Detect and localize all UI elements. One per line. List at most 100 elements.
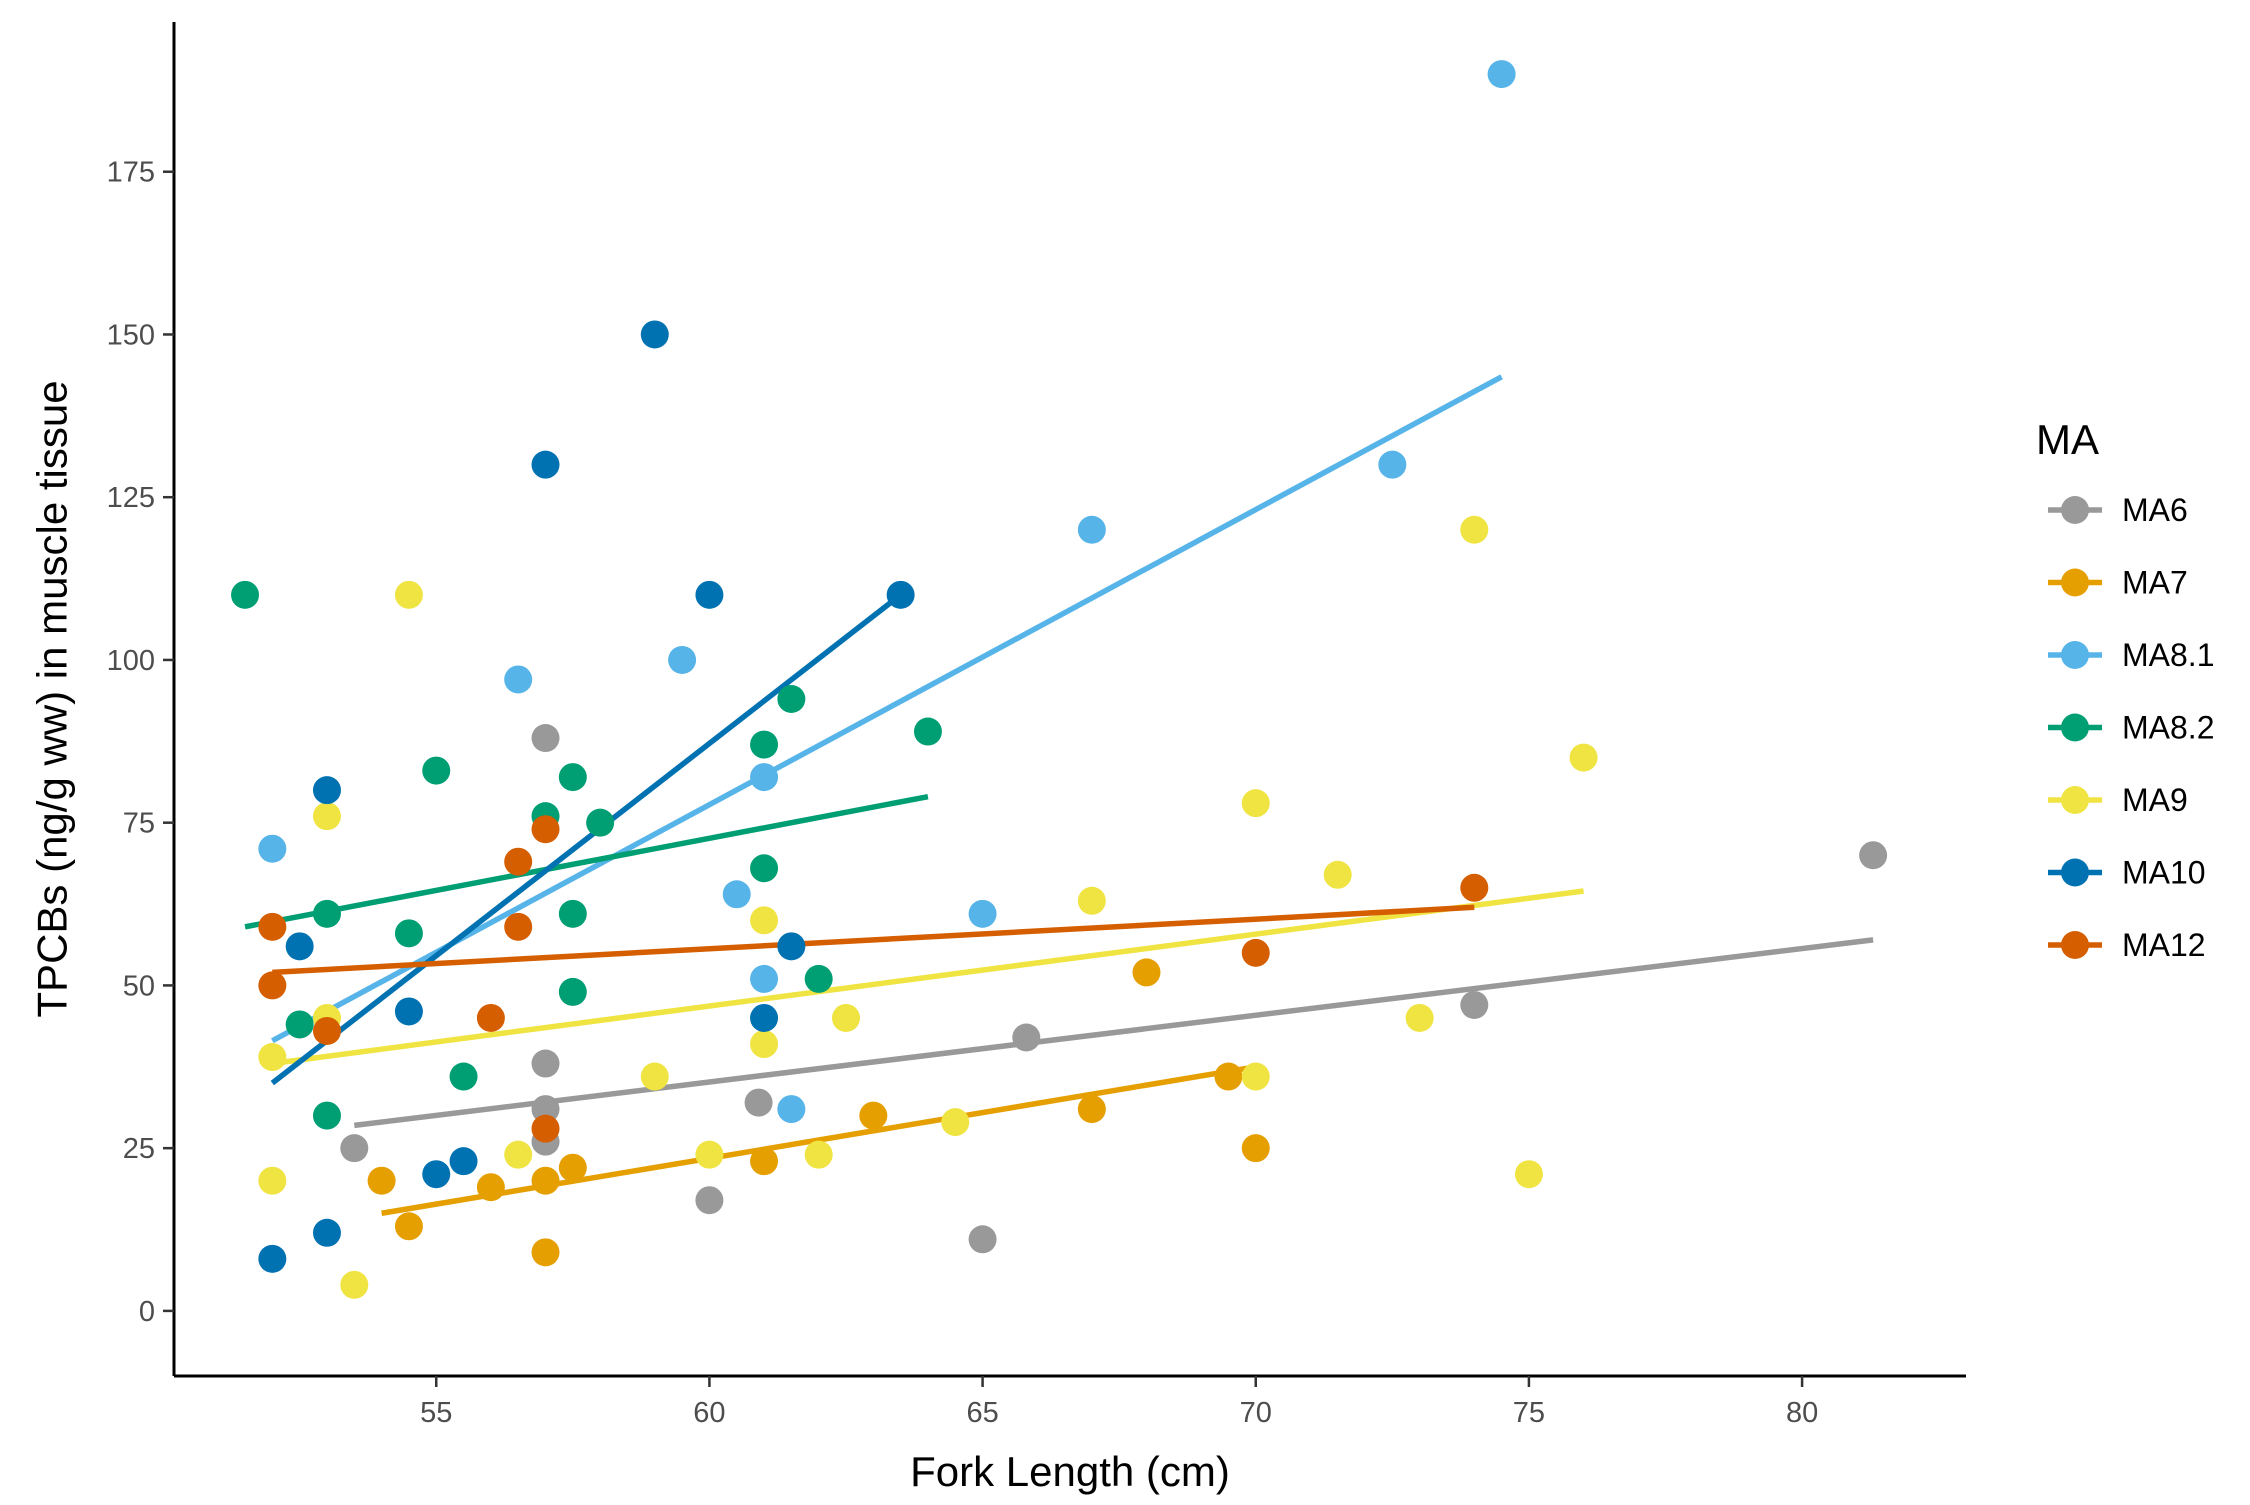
- data-point-ma8-1: [668, 645, 697, 674]
- trend-lines: [244, 374, 1874, 1216]
- data-point-ma8-1: [504, 665, 533, 694]
- data-point-ma10: [258, 1244, 287, 1273]
- data-point-ma8-1: [777, 1095, 806, 1124]
- y-tick-label: 150: [107, 319, 155, 351]
- data-point-ma8-2: [558, 763, 587, 792]
- data-point-ma9: [1405, 1003, 1434, 1032]
- data-point-ma6: [1859, 841, 1888, 870]
- data-point-ma12: [504, 912, 533, 941]
- data-point-ma7: [859, 1101, 888, 1130]
- data-point-ma10: [394, 997, 423, 1026]
- legend-key-point-ma7: [2061, 568, 2089, 597]
- data-point-ma7: [558, 1153, 587, 1182]
- legend-label-ma12: MA12: [2122, 927, 2206, 963]
- data-point-ma6: [744, 1088, 773, 1117]
- legend-label-ma7: MA7: [2122, 565, 2188, 601]
- data-point-ma7: [531, 1166, 560, 1195]
- y-tick-label: 100: [107, 645, 155, 677]
- data-point-ma9: [750, 906, 779, 935]
- data-point-ma10: [422, 1160, 451, 1189]
- y-tick-label: 75: [123, 808, 155, 840]
- data-point-ma12: [476, 1003, 505, 1032]
- data-point-ma7: [1077, 1095, 1106, 1124]
- data-point-ma9: [1077, 886, 1106, 915]
- data-point-ma10: [449, 1147, 478, 1176]
- data-point-ma10: [695, 580, 724, 609]
- x-tick-label: 65: [966, 1397, 998, 1429]
- data-point-ma9: [1241, 1062, 1270, 1091]
- data-point-ma10: [886, 580, 915, 609]
- data-point-ma8-1: [750, 763, 779, 792]
- data-point-ma12: [258, 971, 287, 1000]
- data-point-ma8-2: [913, 717, 942, 746]
- data-point-ma12: [1460, 873, 1489, 902]
- legend-label-ma8-1: MA8.1: [2122, 637, 2214, 673]
- data-point-ma8-1: [258, 834, 287, 863]
- data-point-ma8-1: [1487, 60, 1516, 89]
- data-point-ma6: [968, 1225, 997, 1254]
- trend-line-ma9: [271, 888, 1584, 1067]
- data-point-ma12: [504, 847, 533, 876]
- data-point-ma8-1: [722, 880, 751, 909]
- data-point-ma7: [476, 1173, 505, 1202]
- data-point-ma9: [258, 1166, 287, 1195]
- data-point-ma7: [1241, 1134, 1270, 1163]
- axis-ticks: 55 60 65 70 75 80 0 25 50 75 100 125 150 175: [107, 157, 1819, 1429]
- trend-line-ma12: [272, 904, 1475, 976]
- data-point-ma10: [312, 1218, 341, 1247]
- y-tick-label: 125: [107, 482, 155, 514]
- data-points: [231, 60, 1888, 1299]
- data-point-ma8-2: [449, 1062, 478, 1091]
- data-point-ma8-2: [394, 919, 423, 948]
- data-point-ma10: [640, 320, 669, 349]
- legend-label-ma6: MA6: [2122, 492, 2188, 528]
- data-point-ma6: [340, 1134, 369, 1163]
- legend-key-point-ma6: [2061, 496, 2089, 524]
- data-point-ma8-2: [312, 1101, 341, 1130]
- data-point-ma8-2: [777, 685, 806, 713]
- x-axis-title: Fork Length (cm): [910, 1448, 1230, 1495]
- data-point-ma12: [531, 815, 560, 844]
- legend-key-point-ma8-2: [2061, 713, 2089, 742]
- data-point-ma9: [640, 1062, 669, 1091]
- data-point-ma9: [1569, 743, 1598, 772]
- trend-line-ma6: [353, 937, 1874, 1129]
- trend-line-ma10: [270, 592, 903, 1086]
- data-point-ma12: [531, 1114, 560, 1143]
- data-point-ma8-2: [312, 899, 341, 928]
- legend-label-ma8-2: MA8.2: [2122, 710, 2214, 746]
- data-point-ma9: [340, 1270, 369, 1299]
- data-point-ma7: [394, 1212, 423, 1241]
- data-point-ma8-1: [968, 899, 997, 928]
- data-point-ma10: [312, 776, 341, 805]
- data-point-ma6: [531, 1095, 560, 1124]
- data-point-ma6: [1012, 1023, 1041, 1052]
- legend-label-ma10: MA10: [2122, 855, 2206, 891]
- data-point-ma8-1: [750, 964, 779, 993]
- data-point-ma7: [1214, 1062, 1243, 1091]
- data-point-ma6: [531, 724, 560, 753]
- data-point-ma10: [285, 932, 314, 961]
- data-point-ma9: [695, 1140, 724, 1169]
- trend-line-ma8-1: [271, 374, 1503, 1044]
- legend-key-point-ma9: [2061, 786, 2089, 814]
- legend-title: MA: [2036, 416, 2099, 463]
- data-point-ma7: [1132, 958, 1161, 987]
- data-point-ma8-1: [1077, 515, 1106, 544]
- data-point-ma9: [1514, 1160, 1543, 1189]
- data-point-ma8-2: [422, 756, 451, 785]
- data-point-ma10: [750, 1003, 779, 1032]
- legend-key-point-ma8-1: [2061, 641, 2089, 669]
- legend-key-point-ma12: [2061, 931, 2089, 959]
- data-point-ma8-2: [586, 808, 615, 837]
- x-tick-label: 70: [1240, 1397, 1272, 1429]
- x-tick-label: 60: [693, 1397, 725, 1429]
- y-axis-title: TPCBs (ng/g ww) in muscle tissue: [29, 380, 76, 1017]
- data-point-ma8-2: [804, 964, 833, 993]
- legend-label-ma9: MA9: [2122, 782, 2188, 818]
- y-tick-label: 0: [139, 1296, 155, 1328]
- data-point-ma8-2: [750, 854, 779, 883]
- x-tick-label: 75: [1513, 1397, 1545, 1429]
- data-point-ma10: [777, 932, 806, 961]
